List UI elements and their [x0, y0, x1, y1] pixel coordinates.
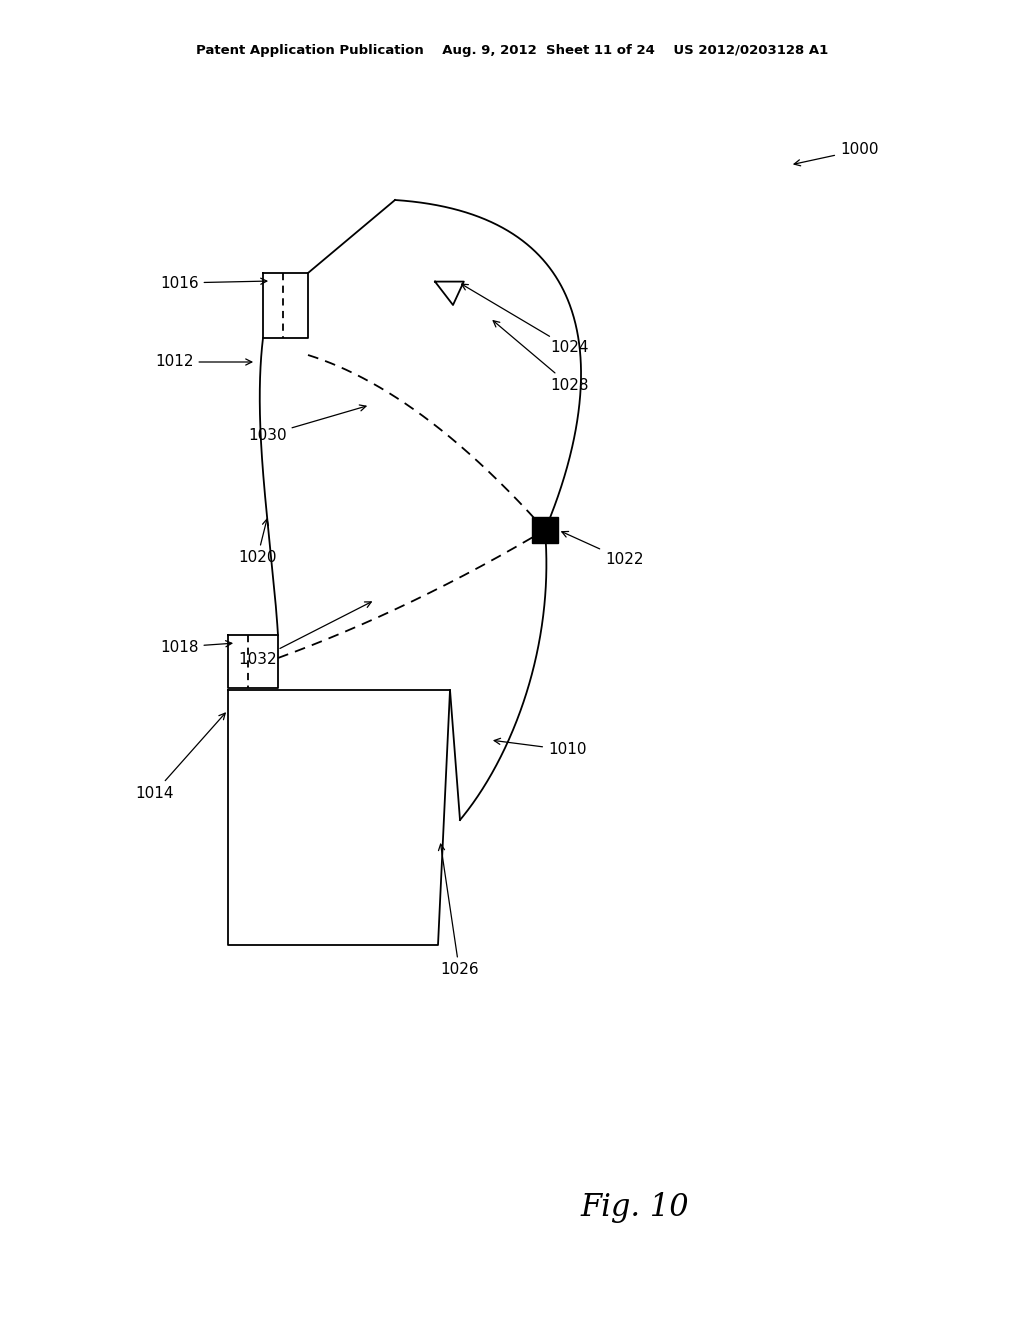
Text: 1024: 1024	[462, 284, 589, 355]
Text: 1020: 1020	[238, 519, 276, 565]
Text: 1018: 1018	[160, 639, 231, 655]
Text: 1026: 1026	[438, 843, 478, 978]
Text: 1028: 1028	[494, 321, 589, 392]
Text: 1012: 1012	[155, 355, 252, 370]
Text: 1014: 1014	[135, 713, 225, 800]
Text: 1000: 1000	[794, 143, 879, 166]
Text: 1032: 1032	[238, 602, 372, 668]
Text: 1022: 1022	[562, 532, 643, 568]
Text: Patent Application Publication    Aug. 9, 2012  Sheet 11 of 24    US 2012/020312: Patent Application Publication Aug. 9, 2…	[196, 44, 828, 57]
Text: Fig. 10: Fig. 10	[581, 1192, 689, 1224]
Bar	[532, 517, 558, 543]
Text: 1010: 1010	[495, 738, 587, 758]
Text: 1030: 1030	[248, 405, 366, 442]
Text: 1016: 1016	[160, 276, 267, 290]
